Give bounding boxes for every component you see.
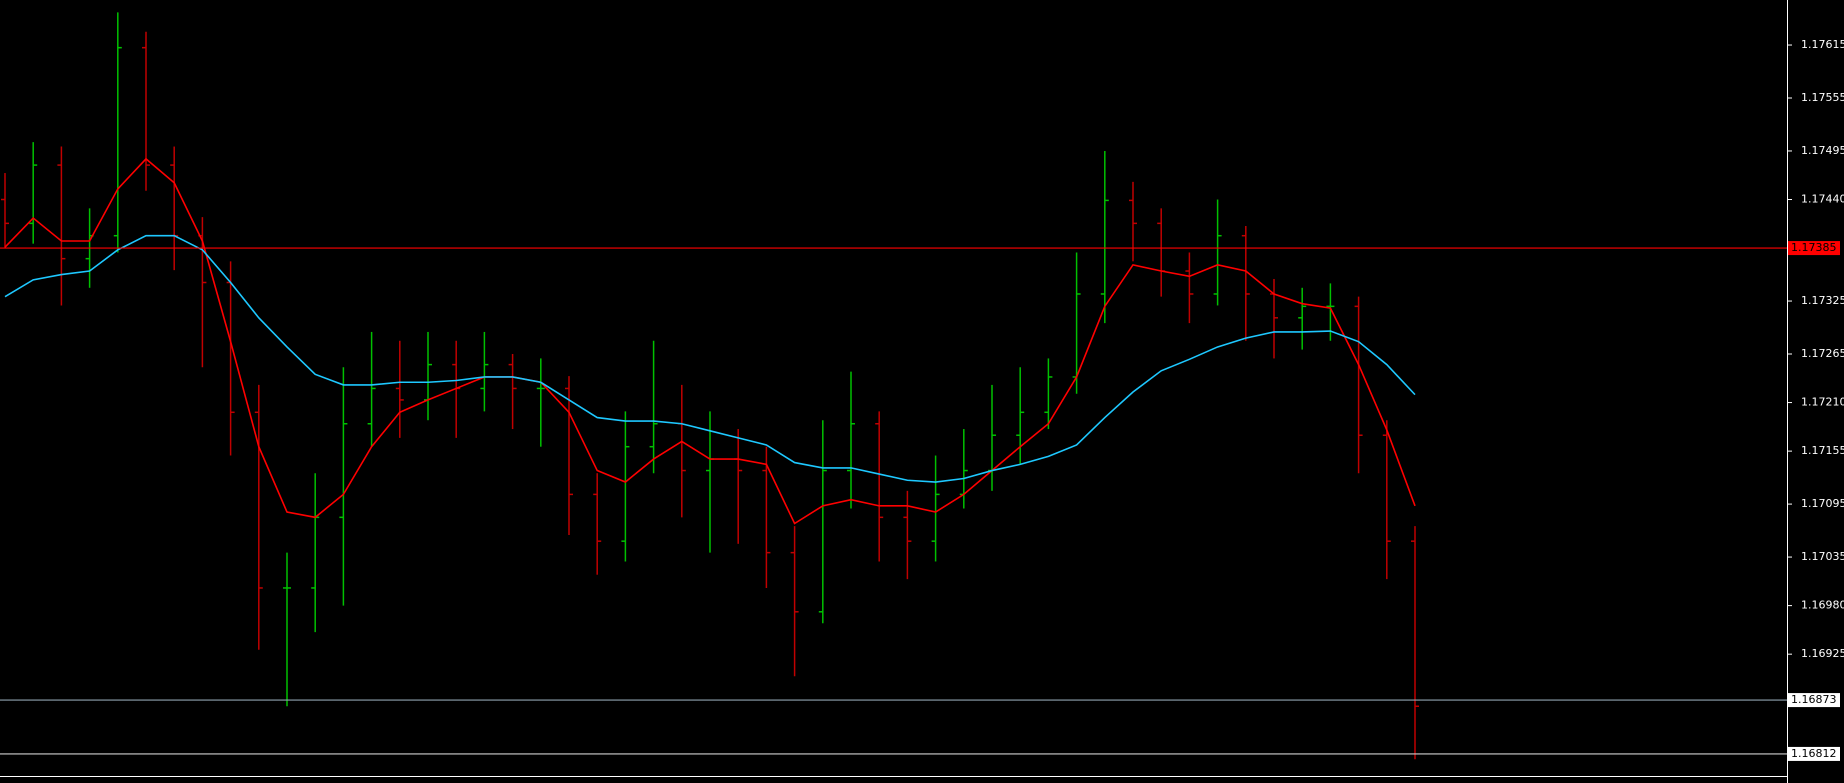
y-tick-label: 1.17555 — [1801, 91, 1844, 104]
y-tick-label: 1.16925 — [1801, 647, 1844, 660]
y-tick-label: 1.17495 — [1801, 144, 1844, 157]
y-tick-label: 1.17155 — [1801, 444, 1844, 457]
price-label-box — [1788, 241, 1840, 256]
price-label: 1.16873 — [1791, 693, 1837, 706]
y-tick-label: 1.17035 — [1801, 550, 1844, 563]
price-label-box — [1788, 746, 1840, 761]
y-tick-label: 1.17440 — [1801, 193, 1844, 206]
price-label: 1.16812 — [1791, 747, 1837, 760]
y-tick-label: 1.16980 — [1801, 599, 1844, 612]
y-tick-label: 1.17325 — [1801, 294, 1844, 307]
y-tick-label: 1.17615 — [1801, 38, 1844, 51]
price-label: 1.17385 — [1791, 241, 1837, 254]
moving-average — [4, 157, 1416, 525]
y-tick-label: 1.17265 — [1801, 347, 1844, 360]
moving-average — [4, 234, 1416, 483]
y-tick-label: 1.17095 — [1801, 497, 1844, 510]
y-tick-label: 1.17210 — [1801, 396, 1844, 409]
price-label-box — [1788, 693, 1840, 708]
